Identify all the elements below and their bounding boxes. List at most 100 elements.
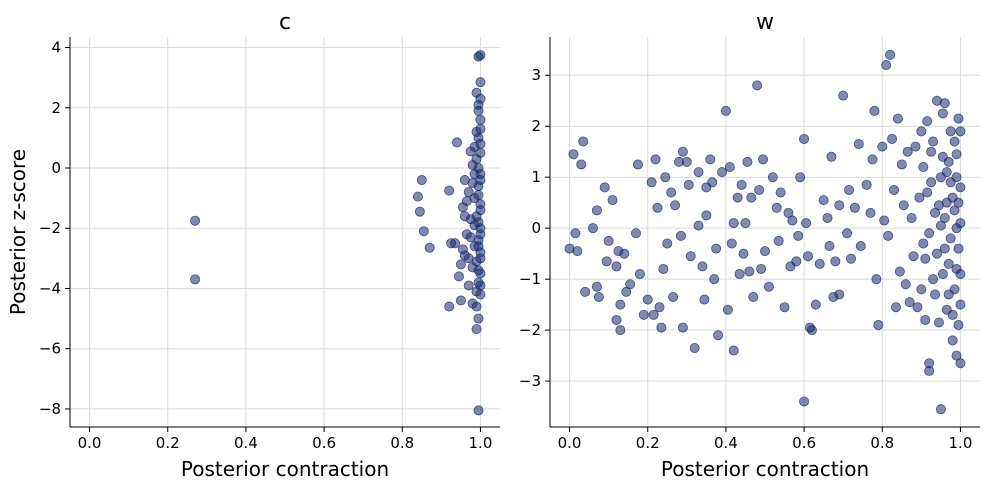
y-tick-label: 0: [531, 219, 541, 237]
data-point: [190, 215, 201, 226]
data-point: [463, 280, 474, 291]
data-point: [475, 123, 486, 134]
data-point: [771, 202, 782, 213]
data-point: [648, 309, 659, 320]
data-point: [799, 133, 810, 144]
data-point: [619, 248, 630, 259]
data-point: [471, 301, 482, 312]
data-point: [955, 126, 966, 137]
x-tick-label: 0.0: [78, 434, 102, 452]
data-point: [711, 243, 722, 254]
data-point: [838, 90, 849, 101]
data-point: [945, 233, 956, 244]
data-point: [818, 195, 829, 206]
data-point: [939, 243, 950, 254]
data-point: [849, 202, 860, 213]
data-point: [834, 289, 845, 300]
data-point: [475, 147, 486, 158]
data-point: [955, 358, 966, 369]
data-point: [701, 210, 712, 221]
data-point: [444, 185, 455, 196]
data-point: [806, 325, 817, 336]
data-point: [473, 132, 484, 143]
y-tick-label: −8: [39, 400, 61, 418]
data-point: [855, 241, 866, 252]
data-point: [881, 60, 892, 71]
data-point: [939, 98, 950, 109]
data-point: [660, 172, 671, 183]
data-point: [473, 313, 484, 324]
y-tick-label: −2: [39, 219, 61, 237]
x-tick-label: 0.2: [156, 434, 180, 452]
x-axis-label: Posterior contraction: [661, 457, 869, 481]
data-point: [947, 309, 958, 320]
data-point: [758, 154, 769, 165]
data-point: [709, 274, 720, 285]
data-point: [599, 182, 610, 193]
data-point: [463, 253, 474, 264]
data-point: [926, 146, 937, 157]
data-point: [834, 200, 845, 211]
data-point: [740, 218, 751, 229]
data-point: [705, 154, 716, 165]
data-point: [707, 177, 718, 188]
data-point: [473, 265, 484, 276]
data-point: [760, 246, 771, 257]
data-point: [450, 238, 461, 249]
data-point: [615, 299, 626, 310]
y-tick-label: 1: [531, 168, 541, 186]
data-point: [814, 258, 825, 269]
data-point: [668, 291, 679, 302]
data-point: [697, 261, 708, 272]
data-point: [738, 248, 749, 259]
data-point: [937, 108, 948, 119]
data-point: [732, 192, 743, 203]
data-point: [943, 289, 954, 300]
data-point: [578, 136, 589, 147]
data-point: [642, 294, 653, 305]
data-point: [473, 217, 484, 228]
data-point: [603, 235, 614, 246]
data-point: [734, 269, 745, 280]
data-point: [953, 197, 964, 208]
data-point: [689, 342, 700, 353]
data-point: [912, 302, 923, 313]
data-point: [916, 126, 927, 137]
data-point: [889, 184, 900, 195]
data-point: [945, 126, 956, 137]
y-tick-label: 3: [531, 66, 541, 84]
data-point: [928, 136, 939, 147]
data-point: [916, 284, 927, 295]
data-point: [418, 226, 429, 237]
data-point: [475, 77, 486, 88]
data-point: [926, 177, 937, 188]
data-point: [775, 187, 786, 198]
data-point: [469, 141, 480, 152]
data-point: [416, 175, 427, 186]
data-point: [754, 184, 765, 195]
data-point: [580, 286, 591, 297]
data-point: [955, 269, 966, 280]
data-point: [475, 50, 486, 61]
data-point: [632, 159, 643, 170]
data-point: [756, 263, 767, 274]
x-tick-label: 0.0: [558, 434, 582, 452]
data-point: [932, 248, 943, 259]
data-point: [693, 167, 704, 178]
data-point: [646, 177, 657, 188]
data-point: [611, 261, 622, 272]
data-point: [883, 230, 894, 241]
data-point: [726, 238, 737, 249]
data-point: [652, 202, 663, 213]
data-point: [924, 228, 935, 239]
y-tick-label: −1: [519, 270, 541, 288]
data-point: [455, 259, 466, 270]
data-point: [666, 187, 677, 198]
data-point: [593, 291, 604, 302]
x-axis-label: Posterior contraction: [181, 457, 389, 481]
panel-title: w: [756, 10, 774, 35]
data-point: [724, 161, 735, 172]
data-point: [728, 218, 739, 229]
data-point: [722, 304, 733, 315]
